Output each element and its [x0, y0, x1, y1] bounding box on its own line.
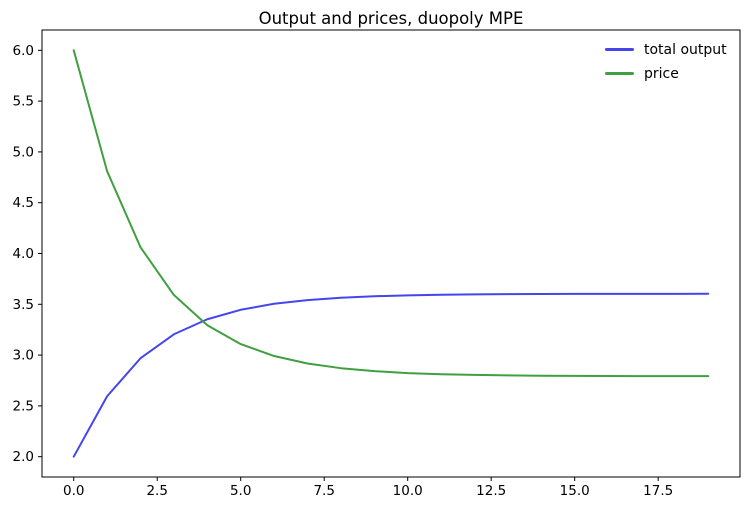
price-line	[72, 49, 710, 378]
legend-line-sample-price	[605, 72, 634, 75]
legend-line-sample-total-output	[605, 48, 634, 51]
x-tick-label: 7.5	[313, 483, 334, 499]
x-tick-label: 2.5	[146, 483, 167, 499]
chart-title: Output and prices, duopoly MPE	[258, 9, 524, 28]
y-tick-label: 2.0	[13, 449, 34, 465]
x-tick-label: 10.0	[393, 483, 423, 499]
legend-item-total-output: total output	[605, 40, 727, 59]
x-tick-label: 0.0	[63, 483, 84, 499]
total-output-line	[72, 292, 710, 458]
legend-label-total-output: total output	[644, 41, 727, 58]
y-tick-label: 5.5	[13, 94, 34, 110]
y-tick-label: 6.0	[13, 43, 34, 59]
y-tick-label: 5.0	[13, 144, 34, 160]
legend-label-price: price	[644, 65, 679, 82]
axes-frame	[41, 29, 741, 478]
y-tick-label: 3.5	[13, 297, 34, 313]
legend-item-price: price	[605, 64, 727, 83]
x-tick-label: 17.5	[643, 483, 673, 499]
legend: total output price	[605, 40, 727, 83]
y-tick-label: 4.0	[13, 246, 34, 262]
y-tick-label: 3.0	[13, 348, 34, 364]
y-tick-label: 4.5	[13, 195, 34, 211]
x-tick-label: 15.0	[560, 483, 590, 499]
x-tick-label: 12.5	[476, 483, 506, 499]
x-tick-label: 5.0	[230, 483, 251, 499]
y-tick-label: 2.5	[13, 398, 34, 414]
